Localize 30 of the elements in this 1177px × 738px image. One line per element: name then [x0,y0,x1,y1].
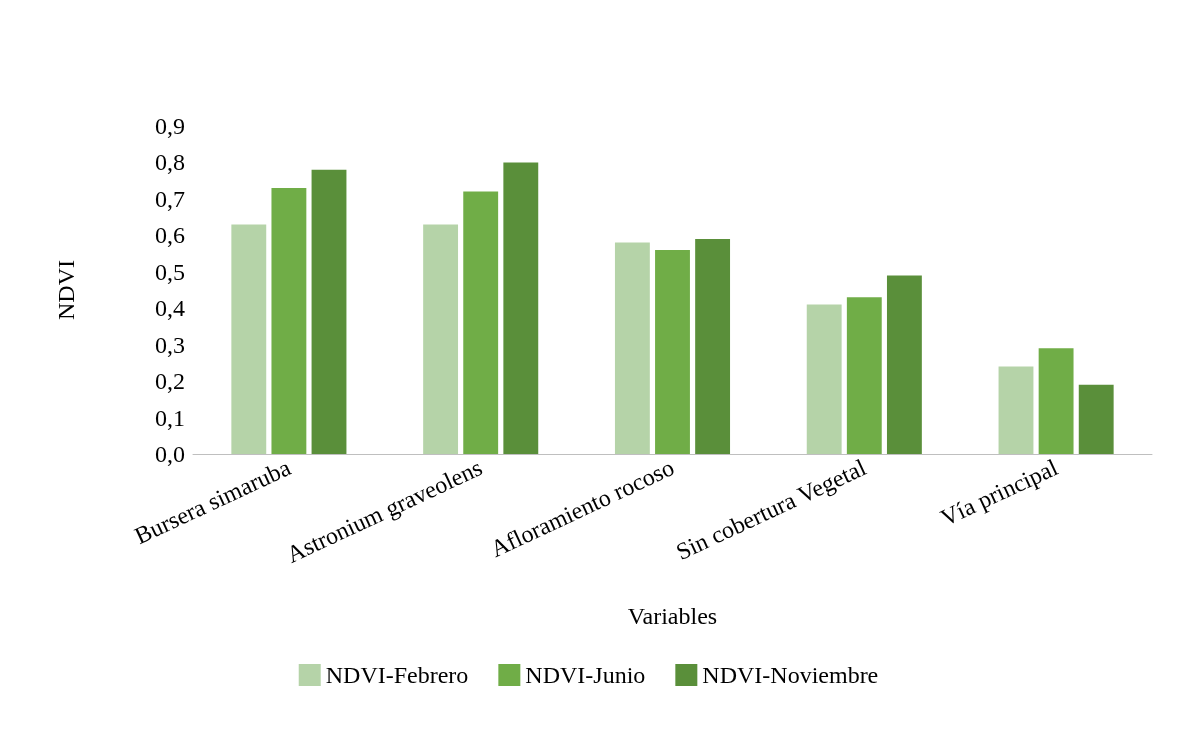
bar [695,238,731,454]
y-tick-label: 0,5 [155,258,185,285]
y-tick-label: 0,9 [155,113,185,139]
bar [614,242,650,454]
bar [886,275,922,454]
y-tick-label: 0,6 [155,222,185,249]
bar [998,366,1034,454]
bar [311,169,347,454]
bar [655,249,690,454]
bar [1038,348,1074,454]
y-tick-label: 0,1 [155,404,185,431]
y-tick-label: 0,0 [155,441,185,467]
legend-label: NDVI-Febrero [325,662,469,688]
bar [423,224,459,454]
y-tick-label: 0,8 [155,149,185,176]
bar [271,187,307,454]
bar [231,224,267,454]
y-tick-label: 0,4 [155,295,185,322]
y-tick-label: 0,3 [155,331,185,358]
legend-label: NDVI-Junio [525,662,646,688]
bar [463,191,499,454]
bar [503,162,539,454]
y-tick-label: 0,2 [155,368,185,395]
legend-label: NDVI-Noviembre [702,662,879,688]
x-axis-title: Variables [627,603,718,629]
bar [806,304,842,454]
bar [846,297,882,454]
bar [1078,384,1114,454]
y-tick-label: 0,7 [155,185,185,212]
y-axis-title: NDVI [53,260,79,320]
